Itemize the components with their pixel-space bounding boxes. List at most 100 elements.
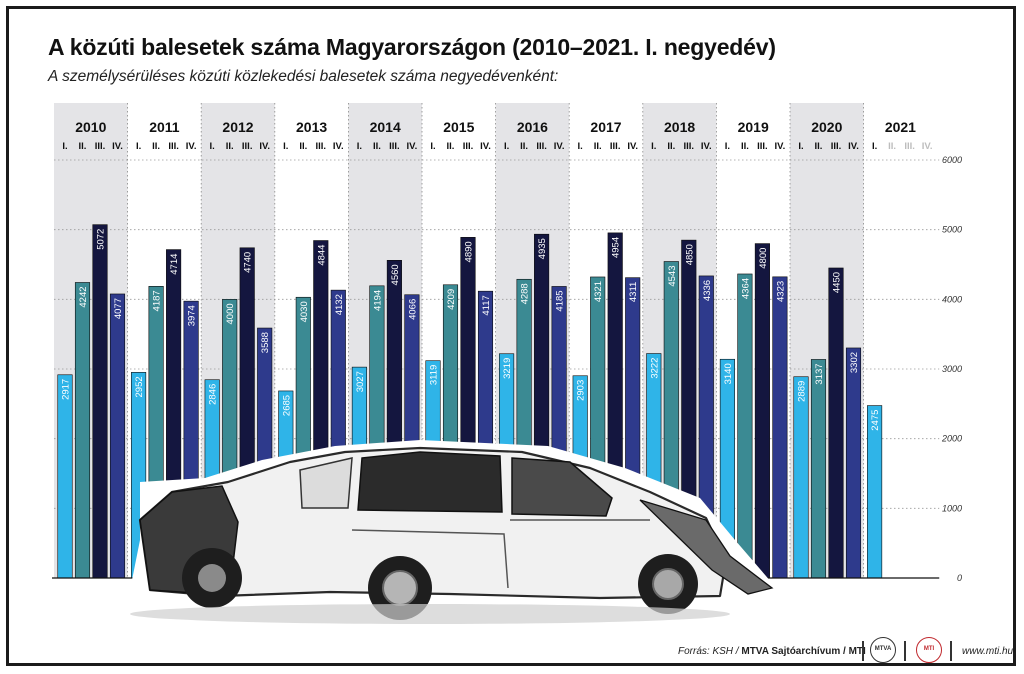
quarter-label: II.: [373, 141, 381, 152]
quarter-label: IV.: [701, 141, 712, 152]
quarter-label: III.: [610, 141, 621, 152]
car-window: [357, 451, 503, 513]
quarter-label: I.: [504, 141, 509, 152]
quarter-label: II.: [888, 141, 896, 152]
bar-value-label: 3588: [260, 332, 271, 353]
quarter-label: I.: [578, 141, 583, 152]
bar-value-label: 5072: [96, 229, 107, 250]
quarter-label: III.: [684, 141, 695, 152]
quarter-label: I.: [62, 141, 67, 152]
bar-value-label: 4030: [299, 301, 310, 322]
quarter-label: III.: [316, 141, 327, 152]
quarter-label: III.: [831, 141, 842, 152]
source-bold: MTVA Sajtóarchívum / MTI: [741, 646, 866, 657]
quarter-label: IV.: [333, 141, 344, 152]
bar-value-label: 2846: [208, 384, 219, 405]
bar-value-label: 4323: [775, 281, 786, 302]
chart-title: A közúti balesetek száma Magyarországon …: [48, 34, 776, 60]
quarter-label: I.: [136, 141, 141, 152]
bar: [754, 243, 770, 579]
y-tick-label: 2000: [941, 434, 962, 444]
year-label: 2016: [517, 119, 548, 135]
year-label: 2014: [370, 119, 401, 135]
bar-value-label: 4132: [334, 294, 345, 315]
bar-value-label: 2685: [281, 395, 292, 416]
bar-value-label: 4935: [537, 238, 548, 259]
quarter-label: IV.: [407, 141, 418, 152]
quarter-label: IV.: [848, 141, 859, 152]
quarter-label: III.: [95, 141, 106, 152]
quarter-label: I.: [651, 141, 656, 152]
bar-value-label: 2952: [134, 376, 145, 397]
quarter-label: II.: [299, 141, 307, 152]
bar-value-label: 2889: [797, 381, 808, 402]
quarter-label: III.: [536, 141, 547, 152]
bar: [74, 282, 91, 579]
bar: [793, 376, 809, 579]
bar-value-label: 3302: [849, 352, 860, 373]
bar-value-label: 3027: [355, 371, 366, 392]
y-tick-label: 5000: [942, 225, 962, 235]
quarter-label: II.: [520, 141, 528, 152]
quarter-label: IV.: [259, 141, 270, 152]
car-wheel-hub: [652, 568, 684, 600]
bar-value-label: 4187: [152, 290, 163, 311]
quarter-label: IV.: [922, 141, 933, 152]
bar: [92, 224, 108, 579]
year-label: 2018: [664, 119, 695, 135]
bar-value-label: 2903: [576, 380, 587, 401]
y-tick-label: 4000: [942, 294, 962, 304]
car-window: [299, 457, 353, 509]
bar-value-label: 4000: [225, 303, 236, 324]
ground-shadow: [130, 604, 730, 624]
quarter-label: III.: [904, 141, 915, 152]
car-window: [511, 457, 613, 517]
bar-value-label: 3137: [814, 363, 825, 384]
bar: [737, 273, 753, 579]
quarter-label: I.: [357, 141, 362, 152]
bar-value-label: 3219: [502, 358, 513, 379]
year-label: 2019: [738, 119, 769, 135]
bar-value-label: 4077: [113, 298, 124, 319]
bar-value-label: 3119: [429, 365, 440, 385]
bar-value-label: 4209: [446, 289, 457, 310]
footer-divider: [950, 641, 952, 661]
year-label: 2012: [222, 119, 253, 135]
bar-value-label: 4844: [316, 245, 327, 266]
bar-value-label: 4954: [611, 237, 622, 258]
quarter-label: II.: [226, 141, 234, 152]
quarter-label: IV.: [627, 141, 638, 152]
year-label: 2013: [296, 119, 327, 135]
bar: [828, 267, 844, 579]
website-link[interactable]: www.mti.hu: [962, 646, 1014, 657]
wrecked-car-illustration: [130, 440, 778, 624]
bar-value-label: 4321: [593, 281, 604, 302]
source-prefix: Forrás: KSH /: [678, 646, 742, 657]
quarter-label: I.: [283, 141, 288, 152]
year-label: 2011: [149, 119, 180, 135]
y-tick-label: 6000: [942, 155, 962, 165]
year-label: 2021: [885, 119, 916, 135]
y-tick-label: 1000: [942, 503, 962, 513]
bar: [810, 359, 827, 579]
y-tick-label: 3000: [942, 364, 962, 374]
quarter-label: I.: [798, 141, 803, 152]
bar: [845, 347, 862, 579]
bar-value-label: 4066: [407, 299, 418, 320]
car-wheel-hub: [382, 570, 418, 606]
bar-value-label: 3222: [649, 358, 660, 379]
bar-value-label: 3140: [723, 363, 734, 384]
bar: [772, 276, 788, 579]
quarter-label: III.: [757, 141, 768, 152]
quarter-label: II.: [741, 141, 749, 152]
quarter-label: II.: [594, 141, 602, 152]
chart-subtitle: A személysérüléses közúti közlekedési ba…: [48, 68, 559, 85]
bar-value-label: 4714: [169, 254, 180, 275]
bar-value-label: 4336: [702, 280, 713, 301]
bar-value-label: 4740: [243, 252, 254, 273]
car-wheel-hub: [198, 564, 226, 592]
source-credit: Forrás: KSH / MTVA Sajtóarchívum / MTI: [678, 646, 866, 657]
quarter-label: I.: [430, 141, 435, 152]
bar-value-label: 4185: [555, 290, 566, 311]
quarter-label: II.: [79, 141, 87, 152]
